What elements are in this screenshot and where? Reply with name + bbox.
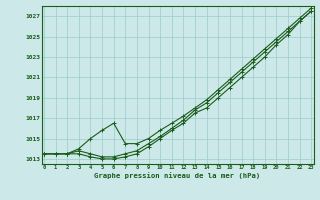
X-axis label: Graphe pression niveau de la mer (hPa): Graphe pression niveau de la mer (hPa)	[94, 172, 261, 179]
